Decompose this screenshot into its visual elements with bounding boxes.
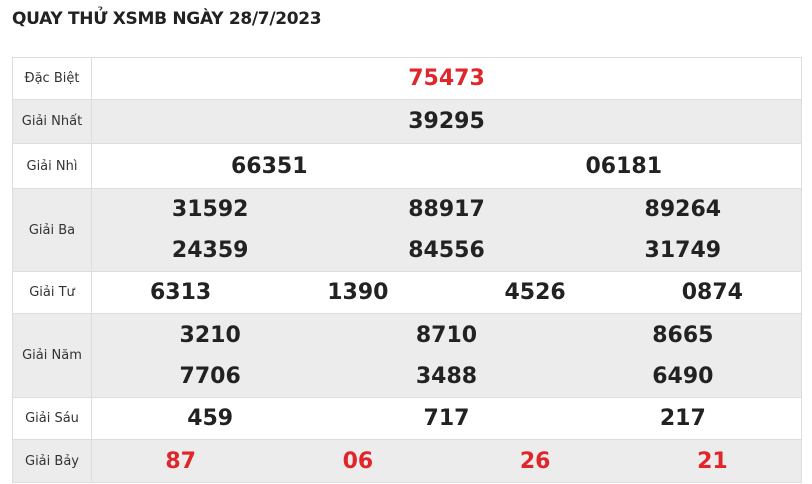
prize-number: 31749	[644, 238, 722, 263]
prize-numbers: 3210 8710 8665 7706 3488 6490	[92, 315, 801, 397]
prize-row-ba: Giải Ba 31592 88917 89264 24359 84556 31749	[12, 188, 802, 272]
prize-numbers: 66351 06181	[92, 146, 801, 187]
prize-label: Giải Nhất	[12, 99, 92, 144]
results-table: Đặc Biệt 75473 Giải Nhất 39295 Giải Nhì 66351…	[12, 57, 802, 483]
prize-number: 3210	[179, 322, 241, 348]
prize-row-nhat: Giải Nhất 39295	[12, 99, 802, 144]
prize-number: 06181	[585, 153, 663, 179]
prize-number: 217	[659, 406, 706, 431]
prize-row-nhi: Giải Nhì 66351 06181	[12, 143, 802, 189]
prize-numbers: 75473	[92, 58, 801, 99]
prize-number: 8665	[652, 322, 714, 348]
prize-numbers: 459 717 217	[92, 398, 801, 439]
prize-number: 0874	[681, 280, 743, 305]
prize-row-nam: Giải Năm 3210 8710 8665 7706 3488 6490	[12, 313, 802, 398]
prize-label: Giải Bảy	[12, 439, 92, 483]
prize-row-tu: Giải Tư 6313 1390 4526 0874	[12, 271, 802, 314]
prize-number: 4526	[504, 280, 566, 305]
prize-label: Giải Nhì	[12, 143, 92, 189]
prize-numbers: 6313 1390 4526 0874	[92, 272, 801, 313]
prize-row-bay: Giải Bảy 87 06 26 21	[12, 439, 802, 483]
prize-label: Đặc Biệt	[12, 57, 92, 100]
prize-number: 6313	[150, 280, 212, 305]
prize-number: 84556	[408, 238, 485, 263]
prize-label: Giải Tư	[12, 271, 92, 314]
prize-row-dac-biet: Đặc Biệt 75473	[12, 57, 802, 100]
prize-numbers: 31592 88917 89264 24359 84556 31749	[92, 189, 801, 271]
prize-number: 39295	[408, 109, 485, 134]
prize-number: 24359	[171, 238, 249, 263]
prize-label: Giải Ba	[12, 188, 92, 272]
prize-numbers: 39295	[92, 101, 801, 142]
prize-number: 87	[165, 448, 196, 474]
prize-number: 8710	[415, 322, 478, 348]
prize-label: Giải Năm	[12, 313, 92, 398]
prize-number: 7706	[179, 363, 241, 389]
prize-number: 31592	[171, 197, 249, 222]
prize-number: 717	[423, 406, 470, 431]
prize-number: 06	[342, 448, 374, 474]
prize-number: 89264	[644, 197, 722, 222]
prize-number: 21	[697, 448, 728, 474]
prize-numbers: 87 06 26 21	[92, 441, 801, 482]
prize-number: 1390	[327, 280, 389, 305]
prize-number: 3488	[415, 363, 478, 389]
prize-number: 66351	[230, 153, 308, 179]
prize-row-sau: Giải Sáu 459 717 217	[12, 397, 802, 440]
prize-number: 88917	[408, 197, 485, 222]
prize-number: 26	[519, 448, 551, 474]
prize-label: Giải Sáu	[12, 397, 92, 440]
prize-number: 6490	[652, 363, 714, 389]
page-title: QUAY THỬ XSMB NGÀY 28/7/2023	[12, 9, 322, 29]
prize-number: 75473	[408, 66, 485, 91]
prize-number: 459	[187, 406, 234, 431]
